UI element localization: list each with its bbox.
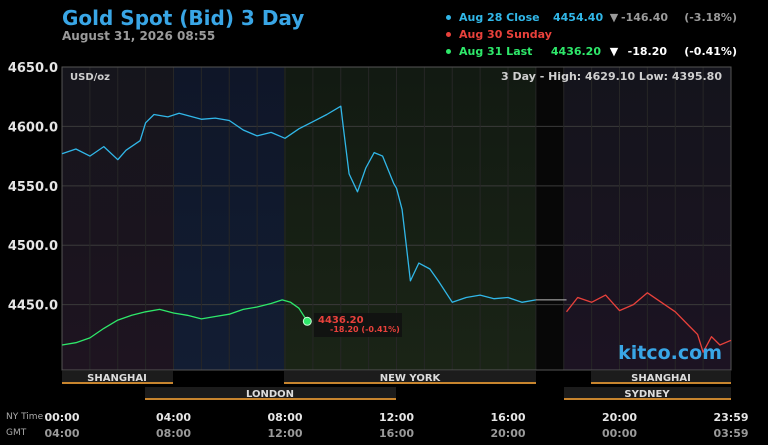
last-change-label: -18.20 (-0.41%): [330, 325, 400, 334]
y-tick-label: 4600.0: [8, 120, 58, 135]
x-tick-label-ny: 00:00: [44, 411, 79, 424]
x-tick-label-ny: 23:59: [713, 411, 748, 424]
x-tick-label-ny: 16:00: [490, 411, 525, 424]
series-line: [61, 105, 537, 303]
legend-value: 4454.40: [553, 11, 604, 24]
legend-label: Aug 31 Last: [459, 45, 533, 58]
session-new-york: NEW YORK: [380, 373, 442, 384]
x-tick-label-gmt: 04:00: [44, 427, 79, 440]
y-tick-label: 4450.0: [8, 299, 58, 314]
legend-change: -18.20: [627, 45, 667, 58]
ny-time-label: NY Time: [6, 412, 44, 422]
down-arrow-icon: ▼: [609, 11, 619, 24]
legend-dot: [446, 15, 451, 20]
legend-item-aug28: Aug 28 Close 4454.40 ▼ -146.40 (-3.18%): [446, 9, 737, 26]
chart-timestamp: August 31, 2026 08:55: [62, 29, 216, 43]
session-sydney: SYDNEY: [624, 389, 670, 400]
y-axis: 4450.0 4500.0 4550.0 4600.0 4650.0: [8, 61, 58, 314]
series-lines: [61, 105, 732, 353]
legend-item-aug30: Aug 30 Sunday: [446, 26, 737, 43]
legend: Aug 28 Close 4454.40 ▼ -146.40 (-3.18%) …: [446, 9, 737, 60]
gmt-label: GMT: [6, 428, 27, 438]
y-tick-label: 4650.0: [8, 61, 58, 76]
legend-change: -146.40: [621, 11, 669, 24]
legend-item-aug31: Aug 31 Last 4436.20 ▼ -18.20 (-0.41%): [446, 43, 737, 60]
legend-dot: [446, 49, 451, 54]
kitco-watermark: kitco.com: [618, 342, 722, 364]
x-tick-label-gmt: 12:00: [267, 427, 302, 440]
x-axis: 00:00 04:00 04:00 08:00 08:00 12:00 12:00 16:00…: [44, 411, 748, 440]
series-line: [565, 292, 732, 353]
legend-pct: (-0.41%): [684, 45, 737, 58]
chart-title: Gold Spot (Bid) 3 Day: [62, 6, 305, 30]
legend-pct: (-3.18%): [684, 11, 737, 24]
down-arrow-icon: ▼: [609, 45, 619, 58]
legend-dot: [446, 32, 451, 37]
last-value-box: [314, 313, 402, 337]
legend-label: Aug 28 Close: [459, 11, 540, 24]
legend-value: 4436.20: [550, 45, 601, 58]
last-point-marker: [302, 316, 312, 326]
series-line: [61, 299, 308, 346]
x-tick-label-ny: 08:00: [267, 411, 302, 424]
unit-label: USD/oz: [70, 72, 110, 83]
session-london: LONDON: [246, 389, 294, 400]
x-tick-label-gmt: 00:00: [602, 427, 637, 440]
session-bars: SHANGHAI NEW YORK SHANGHAI LONDON SYDNEY: [62, 371, 731, 400]
x-tick-label-ny: 12:00: [379, 411, 414, 424]
session-shanghai-2: SHANGHAI: [631, 373, 691, 384]
x-tick-label-gmt: 16:00: [379, 427, 414, 440]
x-tick-label-ny: 20:00: [602, 411, 637, 424]
x-tick-label-gmt: 08:00: [156, 427, 191, 440]
x-tick-label-gmt: 03:59: [713, 427, 748, 440]
plot-border: [61, 66, 732, 371]
last-value-label: 4436.20: [318, 315, 364, 326]
x-tick-label-ny: 04:00: [156, 411, 191, 424]
range-text: 3 Day - High: 4629.10 Low: 4395.80: [501, 70, 722, 83]
legend-label: Aug 30 Sunday: [459, 28, 552, 41]
grid-lines: [62, 66, 731, 370]
y-tick-label: 4550.0: [8, 180, 58, 195]
x-tick-label-gmt: 20:00: [490, 427, 525, 440]
session-shanghai: SHANGHAI: [87, 373, 147, 384]
y-tick-label: 4500.0: [8, 239, 58, 254]
